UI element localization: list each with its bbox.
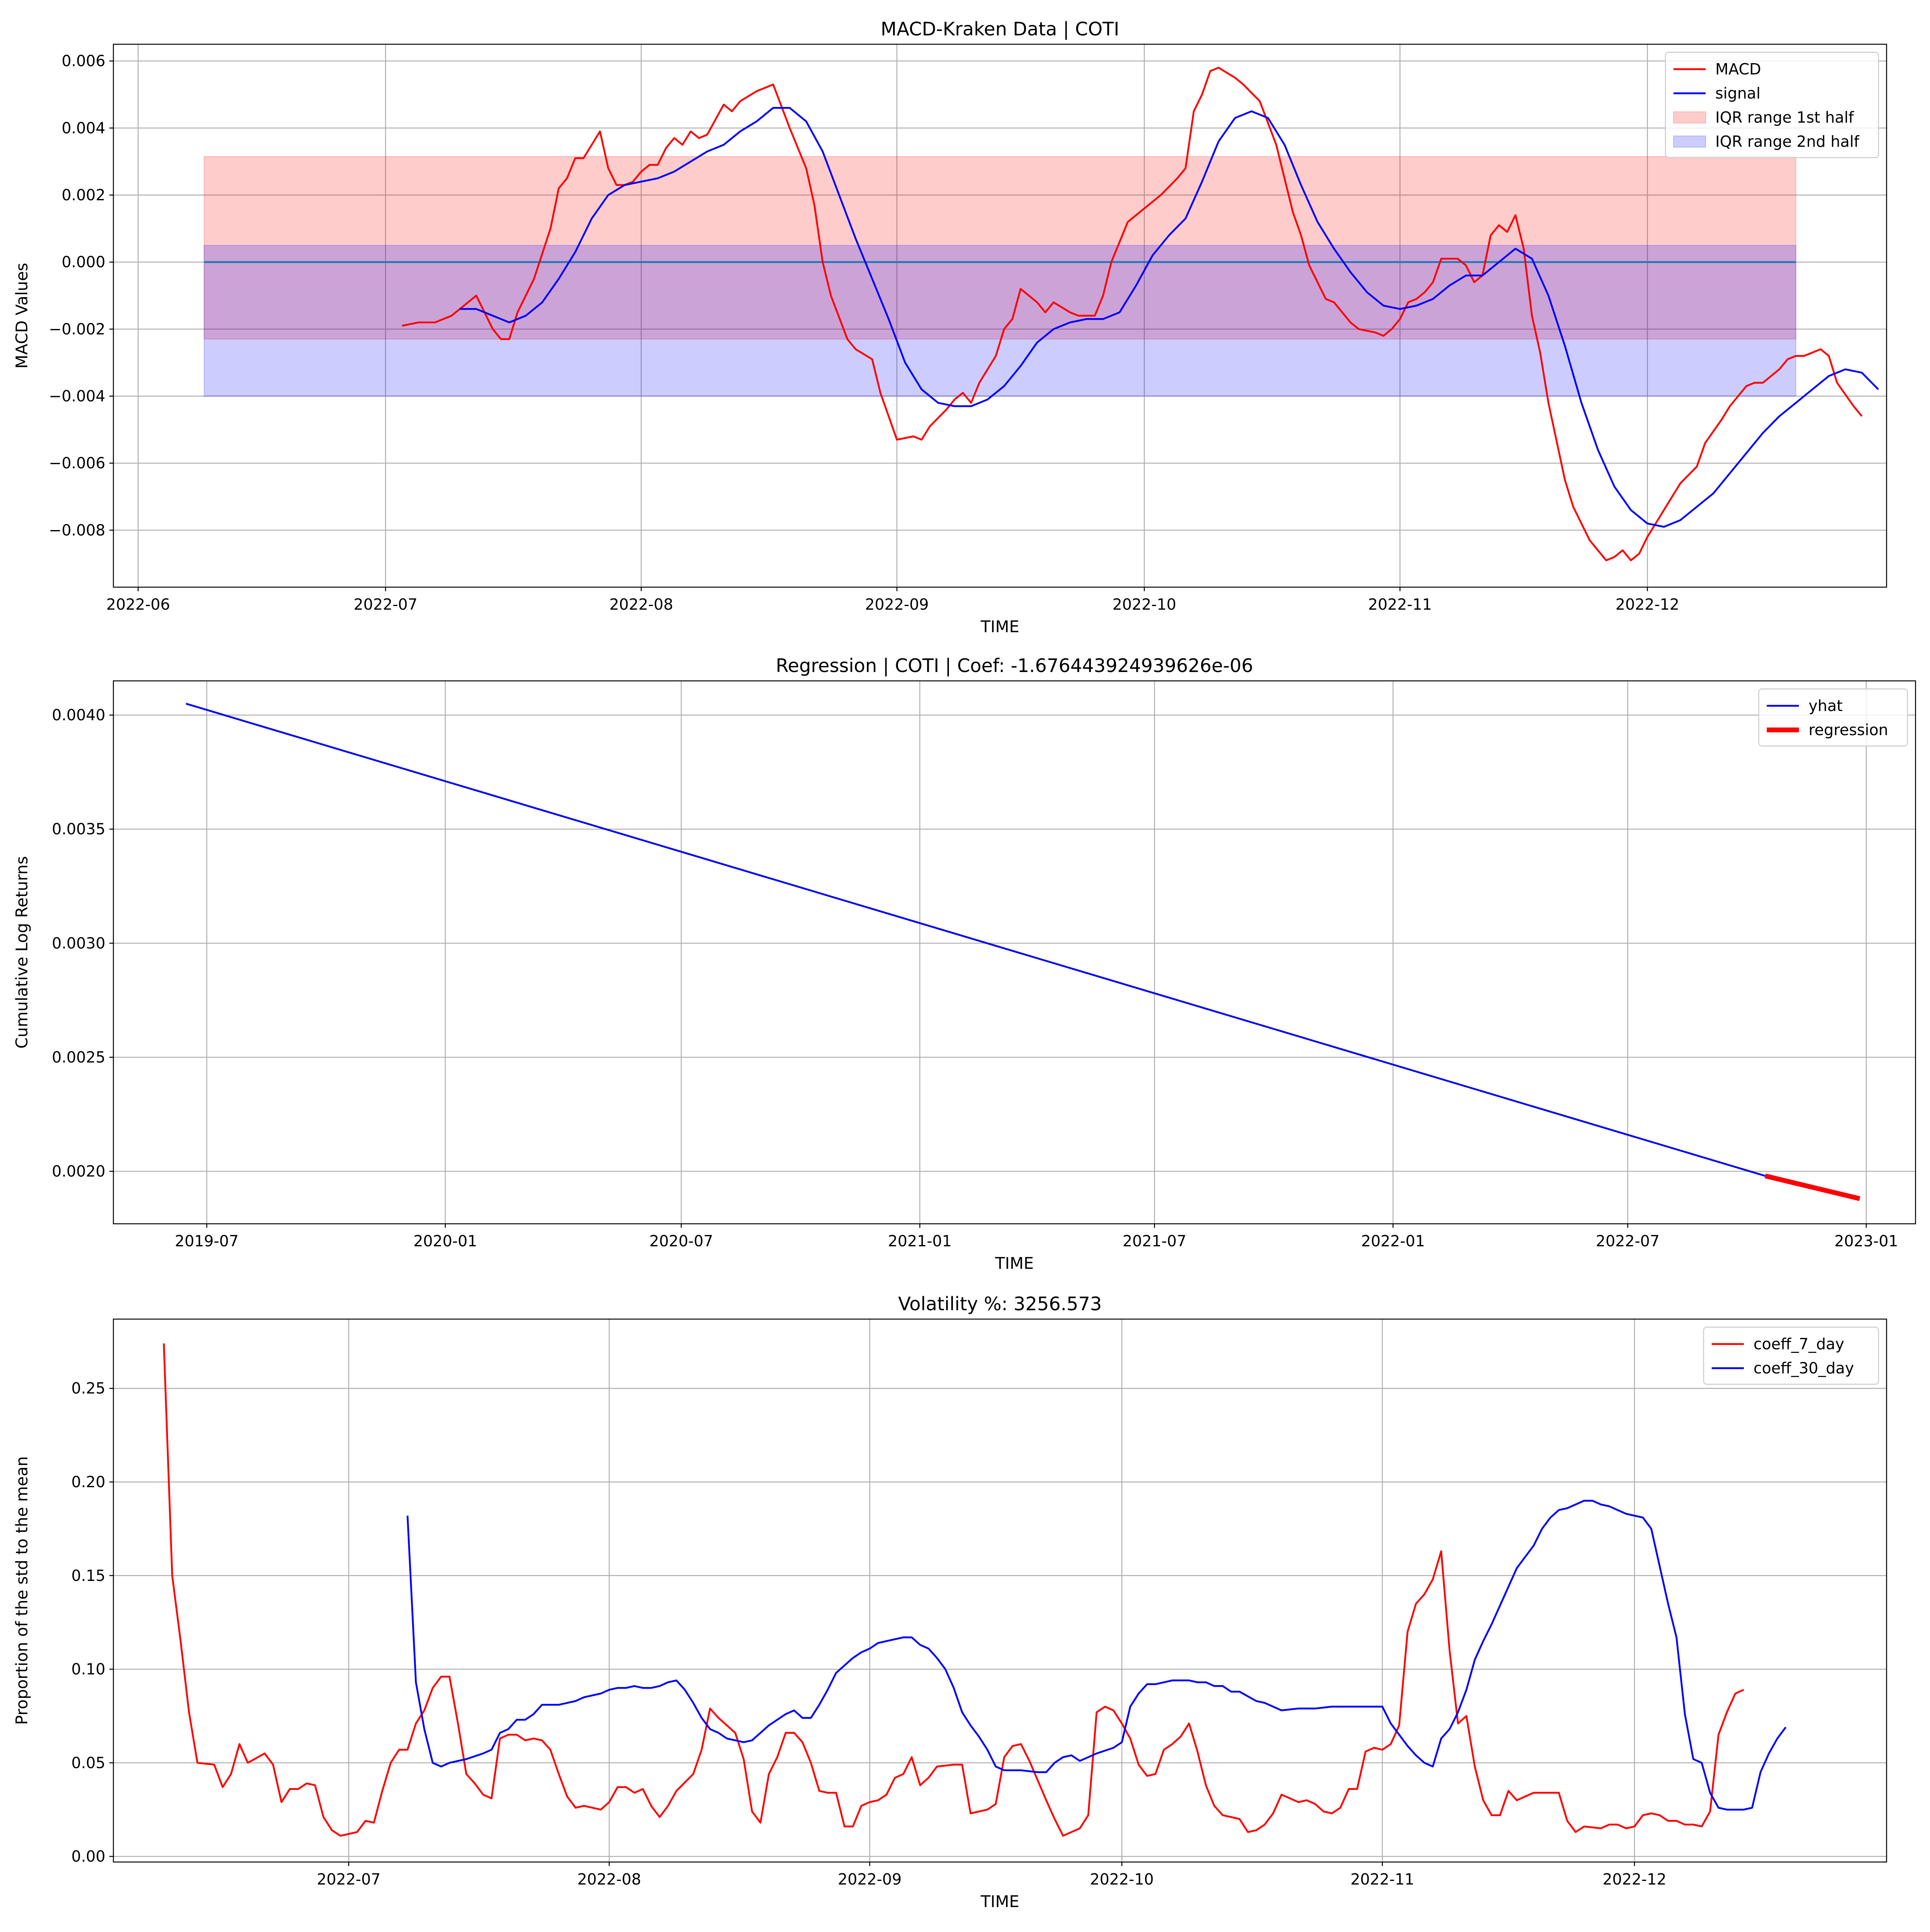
y-tick-label: −0.006 <box>49 454 105 472</box>
y-tick-label: −0.008 <box>49 521 105 539</box>
legend-label: regression <box>1809 721 1888 739</box>
y-tick-label: 0.000 <box>62 253 105 271</box>
x-axis-label: TIME <box>980 618 1019 636</box>
legend: coeff_7_day coeff_30_day <box>1703 1326 1879 1385</box>
iqr-band-2 <box>203 245 1797 397</box>
y-axis-label: Proportion of the std to the mean <box>13 1456 31 1725</box>
x-tick-label: 2022-10 <box>1113 596 1176 613</box>
y-tick-label: 0.05 <box>71 1754 105 1772</box>
x-tick-label: 2022-01 <box>1361 1232 1425 1250</box>
grid <box>113 1319 1887 1862</box>
y-tick-label: 0.20 <box>71 1473 105 1491</box>
regression-panel: 2019-07 2020-01 2020-07 2021-01 2021-07 2022-… <box>13 655 1916 1273</box>
y-tick-label: −0.004 <box>49 387 105 405</box>
y-tick-label: 0.0030 <box>52 934 105 952</box>
grid <box>113 681 1916 1224</box>
y-axis-label: MACD Values <box>13 263 31 368</box>
x-tick-label: 2020-07 <box>649 1232 713 1250</box>
x-axis-label: TIME <box>980 1893 1019 1911</box>
x-tick-label: 2022-12 <box>1616 596 1680 613</box>
macd-panel: 2022-06 2022-07 2022-08 2022-09 2022-10 2022-… <box>13 18 1887 636</box>
x-tick-label: 2020-01 <box>413 1232 477 1250</box>
y-axis-label: Cumulative Log Returns <box>13 856 31 1049</box>
legend-label: IQR range 2nd half <box>1715 133 1860 150</box>
x-tick-label: 2022-07 <box>353 596 417 613</box>
x-tick-label: 2021-07 <box>1123 1232 1187 1250</box>
axes-frame <box>113 680 1916 1225</box>
y-tick-label: 0.0035 <box>52 820 105 838</box>
x-tick-label: 2019-07 <box>175 1232 239 1250</box>
axes-frame <box>113 1318 1887 1863</box>
x-tick-label: 2022-10 <box>1090 1870 1154 1888</box>
legend-label: IQR range 1st half <box>1715 109 1854 126</box>
x-axis-label: TIME <box>995 1254 1034 1273</box>
series-coeff_7_day <box>163 1343 1744 1837</box>
series-coeff_30_day <box>407 1500 1787 1811</box>
x-tick-label: 2023-01 <box>1834 1232 1898 1250</box>
series-yhat <box>185 703 1766 1177</box>
x-tick-label: 2022-12 <box>1603 1870 1667 1888</box>
y-tick-label: 0.004 <box>62 119 105 137</box>
y-tick-label: 0.10 <box>71 1661 105 1678</box>
series-signal <box>460 107 1879 528</box>
series-regression <box>1764 1174 1860 1201</box>
y-tick-label: 0.006 <box>62 52 105 70</box>
legend-swatch <box>1673 111 1706 123</box>
y-tick-label: 0.15 <box>71 1567 105 1585</box>
x-tick-label: 2022-09 <box>838 1870 902 1888</box>
legend-label: signal <box>1715 84 1760 102</box>
plot-area <box>113 1319 1887 1862</box>
y-tick-label: 0.002 <box>62 186 105 204</box>
legend-label: coeff_7_day <box>1753 1335 1844 1353</box>
chart-title: Regression | COTI | Coef: -1.67644392493… <box>776 655 1253 677</box>
x-tick-label: 2022-08 <box>609 596 673 613</box>
plot-area <box>113 44 1887 587</box>
legend: yhat regression <box>1758 688 1908 747</box>
y-tick-label: −0.002 <box>49 320 105 338</box>
axes-frame <box>113 43 1887 588</box>
y-tick-label: 0.0020 <box>52 1163 105 1180</box>
chart-title: Volatility %: 3256.573 <box>898 1293 1102 1315</box>
x-tick-label: 2022-07 <box>317 1870 381 1888</box>
legend: MACD signal IQR range 1st half IQR range 2n… <box>1665 51 1879 158</box>
chart-title: MACD-Kraken Data | COTI <box>881 18 1119 40</box>
legend-label: yhat <box>1809 697 1843 715</box>
x-tick-label: 2022-07 <box>1596 1232 1660 1250</box>
y-tick-label: 0.0040 <box>52 706 105 724</box>
volatility-panel: 2022-07 2022-08 2022-09 2022-10 2022-11 2022-… <box>13 1293 1887 1911</box>
x-tick-label: 2022-09 <box>865 596 929 613</box>
y-tick-label: 0.25 <box>71 1379 105 1397</box>
x-tick-label: 2021-01 <box>888 1232 952 1250</box>
series-MACD <box>402 67 1863 561</box>
legend-label: coeff_30_day <box>1753 1359 1854 1377</box>
x-tick-label: 2022-08 <box>577 1870 641 1888</box>
x-tick-label: 2022-11 <box>1368 596 1432 613</box>
legend-label: MACD <box>1715 60 1761 78</box>
y-tick-label: 0.00 <box>71 1848 105 1865</box>
legend-box <box>1665 51 1879 158</box>
legend-swatch <box>1673 136 1706 148</box>
x-tick-label: 2022-11 <box>1351 1870 1415 1888</box>
x-tick-label: 2022-06 <box>106 596 170 613</box>
legend-box <box>1703 1326 1879 1385</box>
y-tick-label: 0.0025 <box>52 1048 105 1066</box>
